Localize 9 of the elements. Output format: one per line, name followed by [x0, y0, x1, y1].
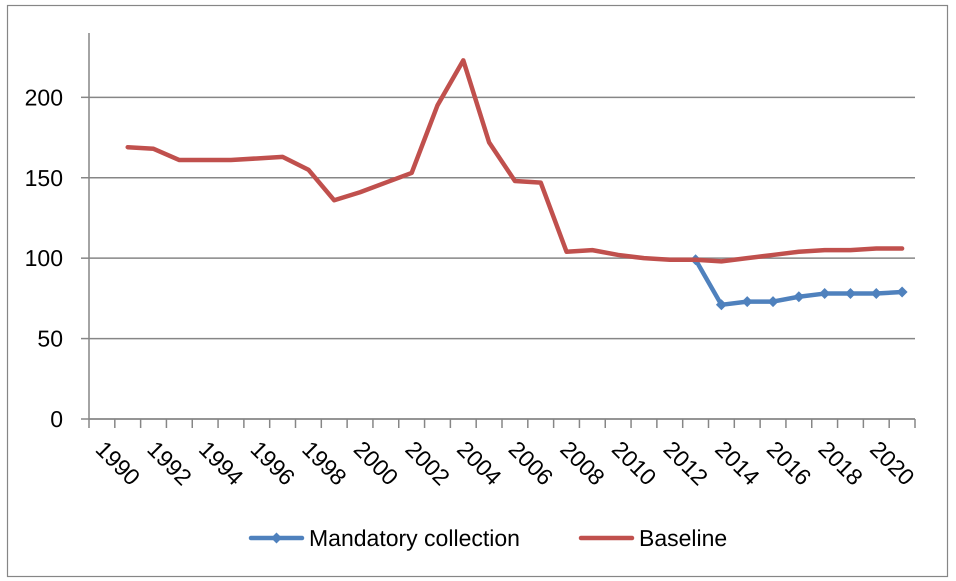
point [716, 299, 727, 310]
legend-label: Mandatory collection [309, 525, 520, 551]
y-tick-label: 50 [37, 326, 63, 352]
y-tick-label: 150 [24, 164, 63, 191]
legend-label: Baseline [639, 525, 728, 551]
y-tick-label: 200 [24, 84, 63, 110]
line-series [125, 58, 904, 264]
y-tick-label: 100 [24, 245, 63, 272]
y-tick-label: 0 [50, 406, 63, 432]
